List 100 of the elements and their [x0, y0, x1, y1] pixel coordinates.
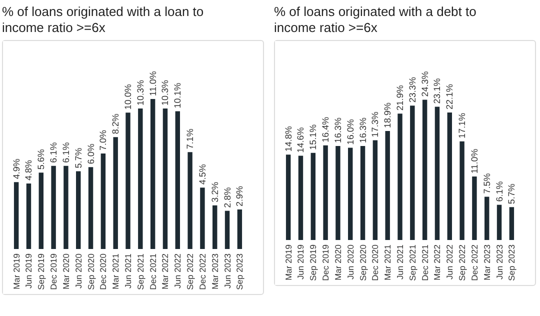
data-label: 2.9% — [234, 186, 245, 206]
data-label: 17.1% — [457, 112, 468, 138]
data-label: 11.0% — [469, 148, 480, 174]
data-label: 10.3% — [160, 80, 170, 106]
bar — [323, 145, 328, 240]
x-tick-label: Mar 2020 — [332, 244, 343, 280]
bar — [26, 184, 32, 249]
data-label: 18.9% — [382, 102, 393, 128]
bar — [100, 154, 106, 249]
data-label: 5.6% — [36, 149, 46, 170]
bar — [422, 100, 428, 240]
bar — [472, 176, 477, 240]
chart-title: % of loans originated with a debt to income ratio >=6x — [274, 4, 478, 37]
data-label: 10.3% — [135, 80, 146, 106]
x-tick-label: Dec 2022 — [469, 244, 480, 281]
x-tick-label: Dec 2020 — [98, 253, 108, 290]
x-tick-label: Jun 2023 — [222, 253, 232, 288]
data-label: 7.1% — [185, 128, 196, 150]
x-tick-label: Sep 2023 — [506, 244, 517, 281]
bar — [298, 156, 304, 240]
data-label: 7.5% — [482, 173, 492, 194]
x-tick-label: Sep 2022 — [457, 244, 468, 281]
data-label: 6.0% — [86, 144, 96, 164]
bar — [434, 106, 440, 240]
data-label: 2.8% — [222, 187, 232, 208]
data-label: 10.0% — [123, 84, 133, 110]
bar — [88, 167, 94, 249]
x-tick-label: Mar 2019 — [11, 253, 22, 290]
bar — [51, 166, 56, 249]
x-tick-label: Jun 2020 — [73, 253, 84, 288]
data-label: 16.4% — [320, 116, 331, 142]
bar — [310, 152, 316, 240]
x-tick-label: Jun 2020 — [345, 244, 356, 280]
bar — [14, 182, 19, 249]
data-label: 6.1% — [60, 142, 71, 163]
x-tick-label: Sep 2019 — [308, 244, 318, 281]
bar — [113, 137, 118, 249]
data-label: 3.2% — [210, 182, 220, 202]
bar — [126, 112, 130, 249]
x-tick-label: Jun 2022 — [172, 253, 183, 288]
data-label: 6.1% — [494, 181, 504, 202]
x-tick-label: Dec 2022 — [197, 253, 208, 290]
data-label: 16.0% — [345, 119, 356, 145]
bar — [175, 111, 180, 249]
data-label: 5.7% — [73, 148, 84, 168]
data-label: 11.0% — [148, 71, 158, 96]
x-tick-label: Sep 2023 — [234, 253, 245, 290]
data-label: 21.9% — [395, 85, 405, 111]
bar — [447, 112, 452, 240]
bar — [64, 166, 68, 249]
bar — [398, 114, 402, 240]
x-tick-label: Dec 2021 — [420, 244, 430, 281]
x-tick-label: Dec 2019 — [48, 253, 59, 290]
data-label: 17.3% — [370, 112, 380, 138]
bar — [509, 207, 514, 240]
bar — [138, 108, 143, 249]
bar — [200, 188, 205, 249]
bar — [336, 146, 340, 240]
data-label: 14.8% — [283, 126, 294, 152]
bar — [150, 99, 156, 249]
data-label: 4.8% — [24, 160, 34, 181]
x-tick-label: Jun 2022 — [444, 244, 455, 280]
x-tick-label: Mar 2023 — [210, 253, 220, 290]
bar — [38, 172, 44, 249]
bar — [360, 146, 366, 240]
x-tick-label: Mar 2021 — [382, 244, 393, 280]
x-tick-label: Jun 2023 — [494, 244, 504, 280]
bar — [385, 130, 390, 240]
x-tick-label: Mar 2022 — [432, 244, 442, 280]
x-tick-label: Sep 2021 — [407, 244, 418, 281]
bar — [286, 154, 291, 240]
x-tick-label: Dec 2020 — [370, 244, 380, 281]
data-label: 4.5% — [197, 164, 208, 185]
bar — [76, 171, 81, 249]
x-tick-label: Sep 2020 — [86, 253, 96, 290]
x-tick-label: Mar 2022 — [160, 253, 170, 290]
bar — [237, 209, 242, 249]
x-tick-label: Mar 2023 — [482, 244, 492, 280]
x-tick-label: Mar 2020 — [60, 253, 71, 290]
data-label: 16.3% — [358, 117, 368, 143]
data-label: 5.7% — [506, 184, 517, 204]
data-label: 16.3% — [332, 117, 343, 143]
x-tick-label: Jun 2019 — [24, 253, 34, 288]
x-tick-label: Jun 2021 — [123, 253, 133, 288]
x-tick-label: Mar 2019 — [283, 244, 294, 280]
x-tick-label: Sep 2019 — [36, 253, 46, 290]
data-label: 6.1% — [48, 142, 59, 163]
bar — [496, 204, 502, 240]
x-tick-label: Dec 2019 — [320, 244, 331, 281]
bar — [162, 108, 168, 249]
x-tick-label: Jun 2021 — [395, 244, 405, 280]
bar — [484, 196, 490, 240]
x-tick-label: Dec 2021 — [148, 253, 158, 290]
x-tick-label: Mar 2021 — [110, 253, 121, 290]
x-tick-label: Sep 2021 — [135, 253, 146, 290]
x-tick-label: Sep 2020 — [358, 244, 368, 281]
data-label: 23.1% — [432, 78, 442, 104]
bar — [460, 141, 464, 240]
bar — [188, 152, 192, 249]
data-label: 22.1% — [444, 84, 455, 110]
